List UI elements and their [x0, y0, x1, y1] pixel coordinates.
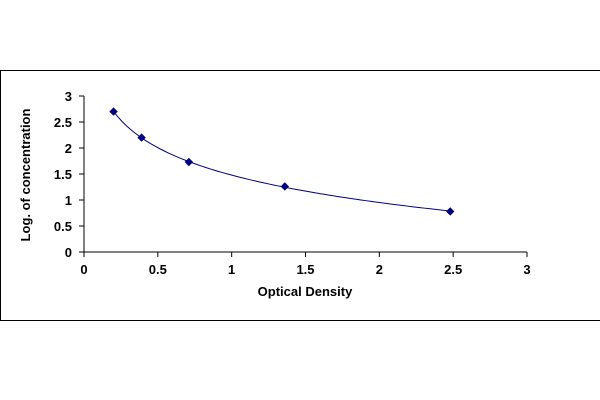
trendline-curve: [113, 111, 451, 212]
y-tick-label: 0.5: [54, 219, 72, 234]
x-axis-title: Optical Density: [258, 284, 353, 299]
data-point-diamond: [280, 182, 290, 191]
tick-marks: [79, 95, 528, 257]
y-tick-label: 2: [65, 141, 72, 156]
x-tick-label: 3: [523, 262, 530, 277]
y-tick-label: 3: [65, 89, 72, 104]
y-tick-labels: 0 0.5 1 1.5 2 2.5 3: [54, 89, 72, 260]
y-axis-title: Log. of concentration: [18, 109, 33, 242]
y-tick-label: 1: [65, 193, 72, 208]
data-points: [109, 107, 455, 216]
data-point-diamond: [109, 107, 118, 116]
x-tick-label: 0.5: [149, 262, 167, 277]
y-tick-label: 0: [65, 245, 72, 260]
x-tick-labels: 0 0.5 1 1.5 2 2.5 3: [80, 262, 530, 277]
x-tick-label: 1.5: [296, 262, 314, 277]
data-point-diamond: [446, 207, 455, 216]
y-tick-label: 2.5: [54, 115, 72, 130]
x-tick-label: 1: [228, 262, 235, 277]
x-tick-label: 2: [376, 262, 383, 277]
plot-area: 0 0.5 1 1.5 2 2.5 3 0 0.5 1 1.5 2 2.5 3: [54, 89, 531, 277]
x-tick-label: 0: [80, 262, 87, 277]
data-point-diamond: [137, 133, 146, 142]
x-tick-label: 2.5: [444, 262, 462, 277]
y-tick-label: 1.5: [54, 167, 72, 182]
data-point-diamond: [184, 157, 194, 167]
